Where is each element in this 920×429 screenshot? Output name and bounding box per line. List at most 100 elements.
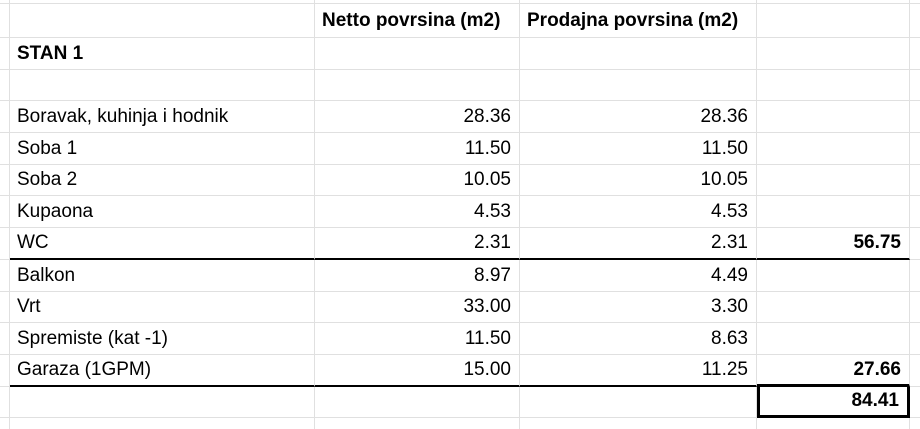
room-label-cell[interactable]: Garaza (1GPM) bbox=[10, 355, 315, 387]
empty-cell bbox=[0, 133, 10, 165]
empty-cell bbox=[10, 418, 315, 429]
prodajna-value-cell[interactable]: 28.36 bbox=[520, 101, 757, 133]
table-row: Boravak, kuhinja i hodnik 28.36 28.36 bbox=[0, 101, 920, 133]
prodajna-value-cell[interactable]: 11.25 bbox=[520, 355, 757, 387]
prodajna-value-cell[interactable]: 4.49 bbox=[520, 260, 757, 292]
empty-cell bbox=[910, 196, 920, 228]
prodajna-value-cell[interactable]: 4.53 bbox=[520, 196, 757, 228]
table-row: Kupaona 4.53 4.53 bbox=[0, 196, 920, 228]
empty-cell bbox=[910, 133, 920, 165]
empty-cell[interactable] bbox=[10, 387, 315, 418]
empty-cell bbox=[910, 165, 920, 196]
prodajna-value-cell[interactable]: 8.63 bbox=[520, 323, 757, 355]
grand-total-cell[interactable]: 84.41 bbox=[757, 387, 910, 418]
prodajna-value-cell[interactable]: 11.50 bbox=[520, 133, 757, 165]
sheet-row-grand-total: 84.41 bbox=[0, 387, 920, 418]
empty-cell bbox=[315, 0, 520, 4]
empty-cell bbox=[910, 418, 920, 429]
room-label-cell[interactable]: Boravak, kuhinja i hodnik bbox=[10, 101, 315, 133]
empty-cell bbox=[910, 292, 920, 323]
empty-cell[interactable] bbox=[757, 70, 910, 101]
prodajna-value-cell[interactable]: 10.05 bbox=[520, 165, 757, 196]
room-label-cell[interactable]: Soba 1 bbox=[10, 133, 315, 165]
room-label-cell[interactable]: Balkon bbox=[10, 260, 315, 292]
empty-cell bbox=[757, 0, 910, 4]
empty-cell[interactable] bbox=[520, 70, 757, 101]
netto-value-cell[interactable]: 11.50 bbox=[315, 133, 520, 165]
header-cell-prodajna[interactable]: Prodajna povrsina (m2) bbox=[520, 4, 757, 38]
empty-cell[interactable] bbox=[520, 387, 757, 418]
netto-value-cell[interactable]: 4.53 bbox=[315, 196, 520, 228]
empty-cell bbox=[0, 70, 10, 101]
netto-value-cell[interactable]: 33.00 bbox=[315, 292, 520, 323]
subtotal-cell[interactable] bbox=[757, 292, 910, 323]
empty-cell bbox=[0, 165, 10, 196]
empty-cell bbox=[910, 228, 920, 260]
room-label-cell[interactable]: Vrt bbox=[10, 292, 315, 323]
room-label-cell[interactable]: Spremiste (kat -1) bbox=[10, 323, 315, 355]
empty-cell[interactable] bbox=[315, 38, 520, 70]
empty-cell[interactable] bbox=[520, 38, 757, 70]
netto-value-cell[interactable]: 2.31 bbox=[315, 228, 520, 260]
empty-cell bbox=[910, 0, 920, 4]
netto-value-cell[interactable]: 11.50 bbox=[315, 323, 520, 355]
subtotal-cell[interactable]: 27.66 bbox=[757, 355, 910, 387]
empty-cell bbox=[910, 101, 920, 133]
table-row: Soba 1 11.50 11.50 bbox=[0, 133, 920, 165]
subtotal-cell[interactable] bbox=[757, 260, 910, 292]
empty-cell bbox=[757, 418, 910, 429]
table-row: Soba 2 10.05 10.05 bbox=[0, 165, 920, 196]
netto-value-cell[interactable]: 10.05 bbox=[315, 165, 520, 196]
empty-cell bbox=[0, 228, 10, 260]
subtotal-cell[interactable] bbox=[757, 323, 910, 355]
empty-cell bbox=[0, 292, 10, 323]
netto-value-cell[interactable]: 8.97 bbox=[315, 260, 520, 292]
empty-cell bbox=[910, 323, 920, 355]
empty-cell[interactable] bbox=[10, 70, 315, 101]
sheet-row-header: Netto povrsina (m2) Prodajna povrsina (m… bbox=[0, 4, 920, 38]
empty-cell bbox=[0, 355, 10, 387]
netto-value-cell[interactable]: 15.00 bbox=[315, 355, 520, 387]
empty-cell bbox=[0, 4, 10, 38]
subtotal-cell[interactable] bbox=[757, 165, 910, 196]
table-row: WC 2.31 2.31 56.75 bbox=[0, 228, 920, 260]
header-cell-netto[interactable]: Netto povrsina (m2) bbox=[315, 4, 520, 38]
room-label-cell[interactable]: Kupaona bbox=[10, 196, 315, 228]
sheet-row-blank bbox=[0, 70, 920, 101]
empty-cell bbox=[520, 0, 757, 4]
empty-cell bbox=[910, 70, 920, 101]
sheet-row-section-title: STAN 1 bbox=[0, 38, 920, 70]
empty-cell bbox=[520, 418, 757, 429]
prodajna-value-cell[interactable]: 3.30 bbox=[520, 292, 757, 323]
table-row: Spremiste (kat -1) 11.50 8.63 bbox=[0, 323, 920, 355]
sheet-row-top-sliver bbox=[0, 0, 920, 4]
empty-cell bbox=[910, 355, 920, 387]
room-label-cell[interactable]: WC bbox=[10, 228, 315, 260]
empty-cell bbox=[0, 38, 10, 70]
empty-cell bbox=[910, 387, 920, 418]
empty-cell bbox=[0, 387, 10, 418]
subtotal-cell[interactable] bbox=[757, 196, 910, 228]
empty-cell bbox=[0, 260, 10, 292]
empty-cell bbox=[910, 260, 920, 292]
table-row: Garaza (1GPM) 15.00 11.25 27.66 bbox=[0, 355, 920, 387]
empty-cell[interactable] bbox=[757, 38, 910, 70]
room-label-cell[interactable]: Soba 2 bbox=[10, 165, 315, 196]
empty-cell[interactable] bbox=[10, 4, 315, 38]
empty-cell bbox=[0, 418, 10, 429]
empty-cell[interactable] bbox=[315, 387, 520, 418]
empty-cell bbox=[0, 0, 10, 4]
empty-cell bbox=[0, 101, 10, 133]
empty-cell bbox=[0, 196, 10, 228]
empty-cell bbox=[910, 38, 920, 70]
empty-cell bbox=[315, 418, 520, 429]
subtotal-cell[interactable] bbox=[757, 133, 910, 165]
subtotal-cell[interactable]: 56.75 bbox=[757, 228, 910, 260]
empty-cell bbox=[0, 323, 10, 355]
empty-cell[interactable] bbox=[757, 4, 910, 38]
prodajna-value-cell[interactable]: 2.31 bbox=[520, 228, 757, 260]
section-title-cell[interactable]: STAN 1 bbox=[10, 38, 315, 70]
empty-cell[interactable] bbox=[315, 70, 520, 101]
subtotal-cell[interactable] bbox=[757, 101, 910, 133]
netto-value-cell[interactable]: 28.36 bbox=[315, 101, 520, 133]
